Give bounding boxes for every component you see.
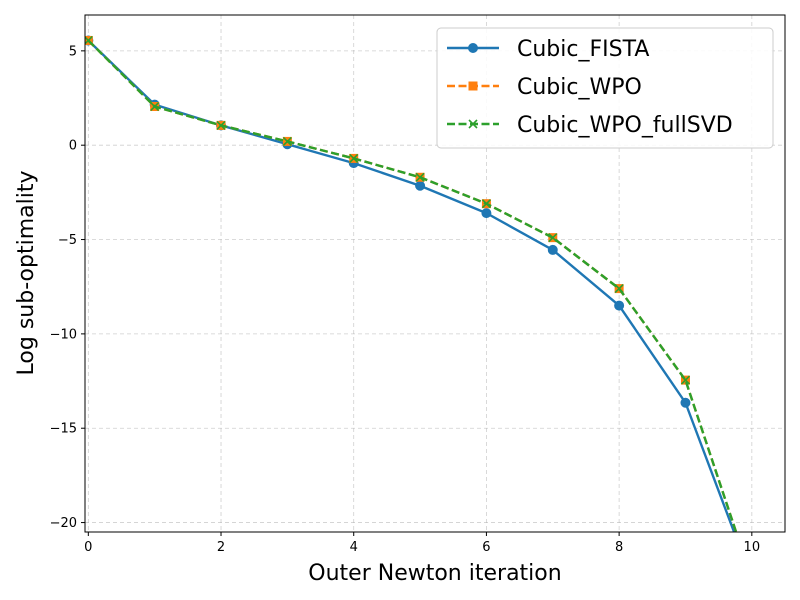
series-group <box>85 35 738 532</box>
data-point <box>415 172 425 182</box>
legend-label: Cubic_FISTA <box>517 37 649 62</box>
x-tick-label: 6 <box>482 540 490 555</box>
y-axis-title: Log sub-optimality <box>14 171 39 376</box>
data-point <box>614 300 625 311</box>
data-point <box>349 153 359 163</box>
legend-label: Cubic_WPO_fullSVD <box>517 113 733 138</box>
x-axis-title: Outer Newton iteration <box>308 561 561 586</box>
legend-entry: Cubic_WPO <box>447 75 642 100</box>
data-point <box>282 136 292 146</box>
legend-entry: Cubic_WPO_fullSVD <box>447 113 733 138</box>
axis-ticks: 0 2 4 6 8 10 5 0 −5 −10 −15 −20 <box>50 44 761 555</box>
series-Cubic_WPO_fullSVD <box>85 35 738 532</box>
data-point <box>481 199 491 209</box>
y-tick-label: 5 <box>69 44 77 59</box>
y-tick-label: −5 <box>58 233 77 248</box>
data-point <box>680 397 691 408</box>
x-tick-label: 10 <box>744 540 761 555</box>
plot-frame <box>84 14 786 533</box>
legend-box <box>436 27 774 149</box>
data-point <box>547 244 558 255</box>
data-point <box>150 101 160 112</box>
data-point <box>85 35 93 46</box>
legend-entry: Cubic_FISTA <box>447 37 649 62</box>
x-tick-label: 4 <box>350 540 358 555</box>
data-point <box>481 208 492 219</box>
legend-marker <box>468 81 478 91</box>
data-point <box>415 180 426 191</box>
x-tick-label: 0 <box>84 540 92 555</box>
data-point <box>614 284 624 294</box>
data-point <box>680 375 691 385</box>
y-tick-label: −15 <box>50 422 77 437</box>
data-point <box>216 120 226 130</box>
x-tick-label: 2 <box>217 540 225 555</box>
y-tick-label: −20 <box>50 516 77 531</box>
x-tick-label: 8 <box>615 540 623 555</box>
y-tick-label: 0 <box>69 139 77 154</box>
legend-label: Cubic_WPO <box>517 75 642 100</box>
y-tick-label: −10 <box>50 327 77 342</box>
data-point <box>548 233 558 243</box>
legend-marker <box>468 43 478 53</box>
legend-marker <box>468 119 478 129</box>
legend: Cubic_FISTA Cubic_WPO Cubic_WPO_fullSVD <box>436 27 774 149</box>
